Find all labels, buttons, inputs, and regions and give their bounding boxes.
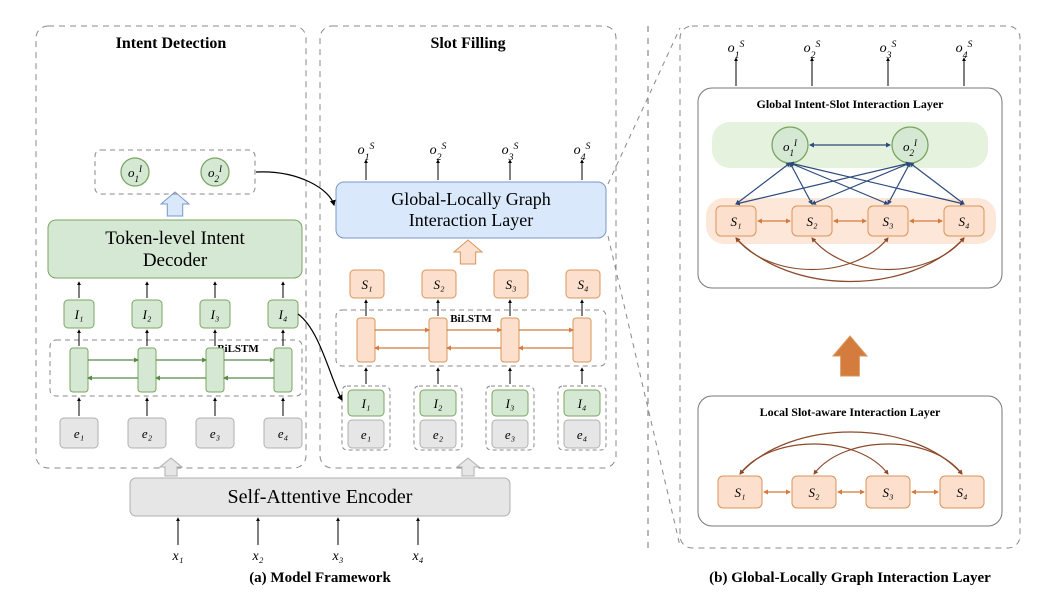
svg-text:Intent Detection: Intent Detection (116, 35, 227, 52)
svg-text:I₃: I₃ (210, 307, 220, 322)
svg-text:Global-Locally Graph: Global-Locally Graph (391, 189, 550, 209)
svg-text:o2S: o2S (430, 141, 447, 163)
svg-text:I₂: I₂ (433, 396, 443, 411)
svg-text:e₁: e₁ (361, 427, 371, 442)
svg-text:S₁: S₁ (730, 214, 741, 229)
svg-text:x₃: x₃ (331, 549, 343, 564)
svg-text:o3S: o3S (502, 141, 519, 163)
svg-text:S₂: S₂ (806, 214, 818, 229)
svg-text:S₄: S₄ (577, 277, 589, 292)
svg-text:Token-level Intent: Token-level Intent (105, 228, 245, 249)
svg-text:o4S: o4S (956, 39, 973, 61)
svg-text:(b) Global-Locally Graph Inter: (b) Global-Locally Graph Interaction Lay… (709, 570, 991, 586)
svg-text:I₁: I₁ (361, 396, 371, 411)
svg-text:Local Slot-aware Interaction L: Local Slot-aware Interaction Layer (760, 405, 941, 419)
svg-text:x₄: x₄ (411, 549, 423, 564)
svg-text:I₄: I₄ (577, 396, 587, 411)
svg-text:o1S: o1S (358, 141, 375, 163)
svg-text:Interaction Layer: Interaction Layer (409, 210, 533, 230)
svg-text:x₂: x₂ (251, 549, 263, 564)
svg-text:S₂: S₂ (808, 485, 820, 500)
svg-text:S₄: S₄ (956, 485, 968, 500)
svg-text:e₂: e₂ (433, 427, 444, 442)
diagram-canvas: Self-Attentive Encoder x₁ x₂ x₃ x₄ Intent Det… (0, 0, 1049, 613)
svg-text:o3S: o3S (880, 39, 897, 61)
svg-text:S₄: S₄ (958, 214, 970, 229)
svg-text:S₁: S₁ (361, 277, 372, 292)
svg-text:S₁: S₁ (734, 485, 745, 500)
svg-text:I₄: I₄ (278, 307, 288, 322)
svg-text:e₁: e₁ (74, 426, 84, 441)
svg-text:e₄: e₄ (278, 426, 289, 441)
svg-text:Slot Filling: Slot Filling (430, 35, 505, 52)
svg-text:e₂: e₂ (142, 426, 153, 441)
svg-text:I₂: I₂ (142, 307, 152, 322)
svg-text:e₄: e₄ (577, 427, 588, 442)
svg-text:BiLSTM: BiLSTM (450, 313, 492, 325)
svg-text:Global Intent-Slot Interaction: Global Intent-Slot Interaction Layer (757, 97, 945, 111)
svg-text:o2S: o2S (804, 39, 821, 61)
svg-text:S₃: S₃ (505, 277, 516, 292)
svg-text:S₃: S₃ (882, 485, 893, 500)
svg-text:e₃: e₃ (210, 426, 220, 441)
svg-text:Decoder: Decoder (143, 250, 208, 271)
svg-text:x₁: x₁ (171, 549, 183, 564)
svg-text:e₃: e₃ (505, 427, 515, 442)
svg-text:S₃: S₃ (882, 214, 893, 229)
svg-text:Self-Attentive Encoder: Self-Attentive Encoder (228, 486, 413, 508)
svg-text:o1S: o1S (728, 39, 745, 61)
svg-text:I₁: I₁ (74, 307, 84, 322)
svg-text:S₂: S₂ (433, 277, 445, 292)
svg-text:I₃: I₃ (505, 396, 515, 411)
svg-text:(a) Model Framework: (a) Model Framework (249, 570, 391, 586)
svg-text:o4S: o4S (574, 141, 591, 163)
